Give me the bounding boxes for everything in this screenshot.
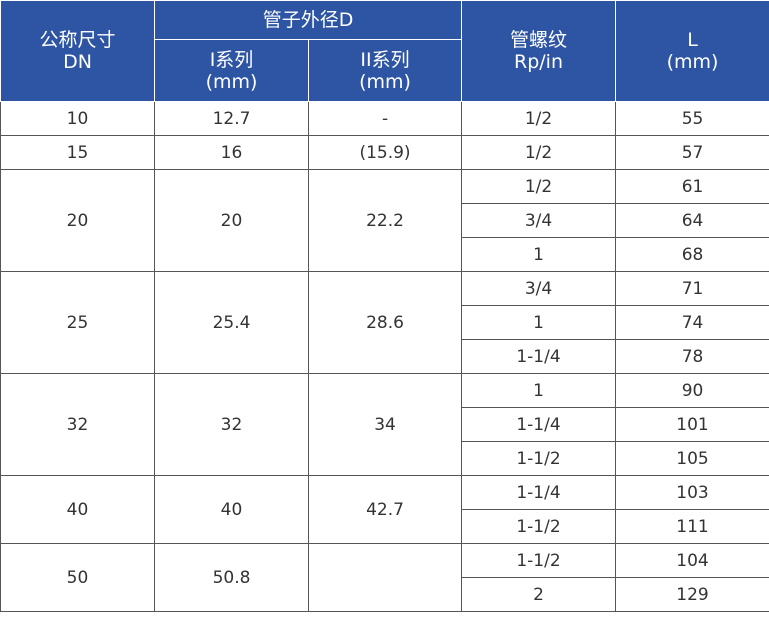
header-series1: I系列 (mm) — [154, 39, 309, 102]
table-row: 20 20 22.2 1/2 61 — [0, 169, 769, 272]
cell-series2: 28.6 — [307, 271, 463, 374]
header-outer-diameter: 管子外径D — [153, 0, 463, 40]
header-series2: II系列 (mm) — [307, 39, 463, 102]
header-length-line1: L — [687, 29, 698, 51]
cell-length: 68 — [615, 237, 769, 272]
table-row: 25 25.4 28.6 3/4 71 — [0, 271, 769, 374]
cell-thread: 1-1/4 — [461, 475, 617, 510]
header-series1-line2: (mm) — [205, 70, 258, 93]
table-body: 10 12.7 - 1/2 55 15 16 (15.9) 1/2 57 20 … — [0, 101, 769, 612]
header-series1-line1: I系列 — [209, 48, 254, 71]
cell-length: 105 — [615, 441, 769, 476]
header-dn: 公称尺寸 DN — [0, 0, 155, 102]
header-thread-line1: 管螺纹 — [510, 29, 568, 51]
header-length-line2: (mm) — [666, 51, 719, 73]
header-series2-line2: (mm) — [359, 70, 411, 93]
header-row-1: 公称尺寸 DN 管子外径D 管螺纹 Rp/in L (mm) — [0, 0, 769, 102]
cell-thread: 3/4 — [461, 271, 617, 306]
table-row: 1-1/2 111 — [1, 509, 769, 544]
cell-thread: 2 — [461, 577, 617, 612]
cell-thread: 1/2 — [461, 101, 617, 136]
cell-thread: 1-1/2 — [461, 441, 617, 476]
table-row: 2 129 — [1, 577, 769, 612]
header-outer-diameter-label: 管子外径D — [262, 9, 354, 31]
cell-thread: 1 — [461, 305, 617, 340]
cell-thread: 1-1/2 — [461, 543, 617, 578]
header-length: L (mm) — [615, 0, 769, 102]
cell-length: 101 — [615, 407, 769, 442]
cell-dn: 32 — [0, 373, 155, 476]
cell-dn: 15 — [0, 135, 155, 170]
cell-series2: 34 — [307, 373, 463, 476]
cell-thread: 1-1/2 — [461, 509, 617, 544]
cell-thread: 1 — [461, 237, 617, 272]
cell-length: 64 — [615, 203, 769, 238]
cell-thread: 3/4 — [461, 203, 617, 238]
header-row-2: I系列 (mm) II系列 (mm) — [1, 39, 769, 102]
spec-table: 公称尺寸 DN 管子外径D 管螺纹 Rp/in L (mm) I系列 (mm) … — [0, 0, 769, 612]
cell-thread: 1-1/4 — [461, 339, 617, 374]
header-thread: 管螺纹 Rp/in — [461, 0, 617, 102]
cell-length: 90 — [615, 373, 769, 408]
cell-series1: 20 — [154, 169, 309, 272]
header-dn-line2: DN — [63, 51, 92, 73]
cell-series1: 25.4 — [154, 271, 309, 374]
cell-series2: 22.2 — [307, 169, 463, 272]
cell-series2: (15.9) — [307, 135, 463, 170]
table-row: 1-1/4 101 — [1, 407, 769, 442]
cell-series2: - — [307, 101, 463, 136]
header-thread-line2: Rp/in — [514, 51, 563, 73]
table-row: 50 50.8 1-1/2 104 — [0, 543, 769, 612]
cell-length: 74 — [615, 305, 769, 340]
cell-dn: 50 — [0, 543, 155, 612]
cell-series1: 40 — [154, 475, 309, 544]
table-header: 公称尺寸 DN 管子外径D 管螺纹 Rp/in L (mm) I系列 (mm) … — [0, 0, 769, 102]
table-row: 15 16 (15.9) 1/2 57 — [0, 135, 769, 170]
cell-dn: 40 — [0, 475, 155, 544]
header-series2-line1: II系列 — [360, 48, 410, 71]
cell-length: 55 — [615, 101, 769, 136]
cell-dn: 25 — [0, 271, 155, 374]
cell-length: 111 — [615, 509, 769, 544]
cell-series1: 16 — [154, 135, 309, 170]
cell-series1: 50.8 — [154, 543, 309, 612]
table-row: 40 40 42.7 1-1/4 103 — [0, 475, 769, 544]
table-row: 10 12.7 - 1/2 55 — [0, 101, 769, 136]
cell-series1: 12.7 — [154, 101, 309, 136]
cell-length: 103 — [615, 475, 769, 510]
cell-thread: 1/2 — [461, 169, 617, 204]
cell-thread: 1/2 — [461, 135, 617, 170]
cell-length: 78 — [615, 339, 769, 374]
cell-length: 104 — [615, 543, 769, 578]
table-row: 3/4 64 — [1, 203, 769, 238]
cell-length: 57 — [615, 135, 769, 170]
table-row: 32 32 34 1 90 — [0, 373, 769, 476]
cell-dn: 10 — [0, 101, 155, 136]
table-row: 1-1/4 78 — [1, 339, 769, 374]
cell-dn: 20 — [0, 169, 155, 272]
header-dn-line1: 公称尺寸 — [39, 29, 116, 51]
cell-length: 129 — [615, 577, 769, 612]
cell-length: 61 — [615, 169, 769, 204]
cell-series2: 42.7 — [307, 475, 463, 544]
cell-thread: 1-1/4 — [461, 407, 617, 442]
cell-thread: 1 — [461, 373, 617, 408]
cell-series1: 32 — [154, 373, 309, 476]
cell-length: 71 — [615, 271, 769, 306]
table-row: 1-1/2 105 — [1, 441, 769, 476]
cell-series2 — [307, 543, 463, 612]
